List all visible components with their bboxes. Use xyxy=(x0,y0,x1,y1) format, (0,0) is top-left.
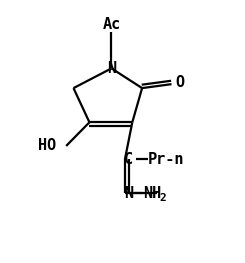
Text: Ac: Ac xyxy=(102,17,121,33)
Text: N: N xyxy=(107,61,116,76)
Text: N: N xyxy=(124,186,133,201)
Text: NH: NH xyxy=(143,186,161,201)
Text: 2: 2 xyxy=(159,193,166,203)
Text: O: O xyxy=(175,75,184,90)
Text: Pr-n: Pr-n xyxy=(148,151,185,167)
Text: HO: HO xyxy=(38,138,56,154)
Text: C: C xyxy=(124,151,133,167)
